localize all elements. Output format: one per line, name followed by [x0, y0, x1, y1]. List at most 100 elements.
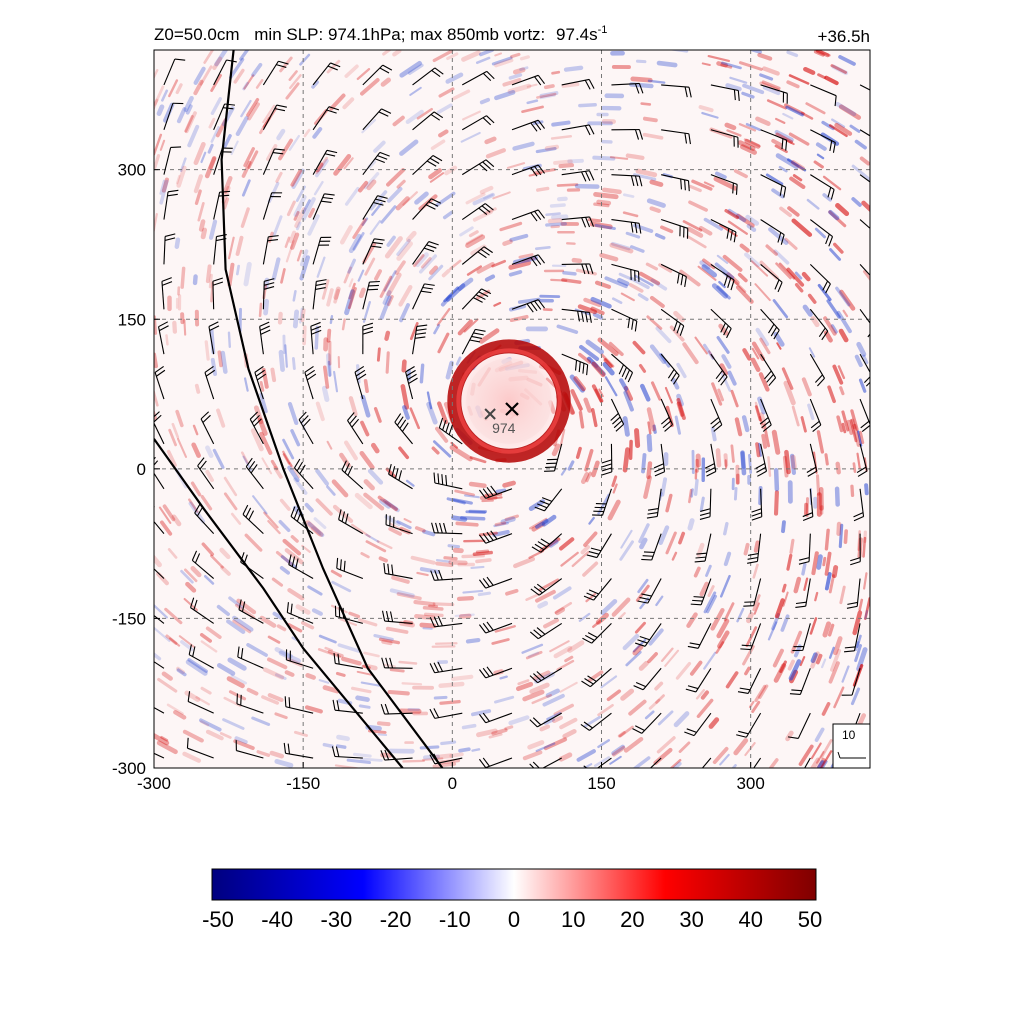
vorticity-streak [395, 196, 410, 211]
vorticity-streak [539, 94, 556, 100]
vorticity-streak [552, 586, 572, 600]
vorticity-streak [159, 139, 166, 151]
vorticity-streak [217, 350, 223, 368]
barb-feather [433, 662, 440, 673]
vorticity-streak [835, 461, 841, 475]
vorticity-streak [673, 310, 685, 323]
barb-shaft [710, 443, 717, 472]
barb-shaft [745, 712, 762, 738]
barb-feather [530, 212, 538, 222]
barb-feather [283, 742, 287, 754]
barb-feather [241, 601, 246, 612]
barb-shaft [434, 622, 463, 628]
barb-feather [720, 376, 728, 386]
barb-feather [692, 599, 703, 602]
barb-feather [857, 470, 868, 477]
barb-feather [422, 286, 434, 290]
barb-shaft [434, 532, 463, 535]
barb-shaft [412, 111, 435, 131]
vorticity-streak [567, 460, 575, 471]
wind-barb [611, 218, 642, 234]
barb-shaft [544, 488, 563, 512]
wind-barb [561, 353, 589, 376]
vorticity-streak [184, 114, 194, 133]
vorticity-streak [448, 560, 468, 566]
vorticity-streak [833, 686, 845, 709]
vorticity-streak [549, 203, 566, 208]
barb-feather [799, 557, 810, 561]
barb-shaft [288, 564, 314, 580]
vorticity-streak [550, 278, 568, 282]
vorticity-streak [419, 622, 437, 629]
vorticity-streak [786, 553, 793, 571]
barb-feather [430, 113, 441, 121]
barb-feather [486, 531, 494, 541]
vorticity-streak [578, 410, 585, 429]
vorticity-streak [586, 356, 599, 368]
barb-feather [426, 160, 437, 167]
vorticity-streak [592, 312, 604, 320]
barb-feather [798, 561, 810, 565]
wind-barb [191, 550, 215, 579]
vorticity-streak [339, 452, 351, 468]
wind-barb [632, 712, 662, 734]
vorticity-streak [435, 561, 454, 568]
vorticity-streak [599, 252, 619, 262]
vorticity-streak [646, 407, 656, 432]
vorticity-streak [814, 591, 819, 602]
barb-feather [687, 180, 690, 192]
vorticity-streak [428, 168, 442, 180]
barb-shaft [412, 326, 418, 355]
barb-shaft [647, 578, 662, 604]
vorticity-streak [787, 206, 800, 217]
vorticity-streak [259, 431, 273, 455]
wind-barb [188, 644, 214, 669]
wind-barb [262, 192, 283, 220]
barb-feather [777, 282, 783, 293]
barb-feather [416, 324, 428, 328]
vorticity-streak [239, 50, 250, 61]
barb-feather [433, 616, 439, 627]
barb-feather [196, 506, 204, 517]
vorticity-streak [585, 592, 597, 603]
vorticity-streak [723, 521, 729, 536]
eyewall-inner [456, 348, 562, 454]
barb-feather [205, 369, 216, 377]
vorticity-streak [632, 340, 646, 355]
vorticity-streak [632, 644, 644, 656]
barb-feather [883, 98, 885, 108]
vorticity-streak [754, 684, 767, 702]
vorticity-streak [773, 490, 779, 516]
vorticity-streak [396, 520, 412, 530]
vorticity-streak [577, 304, 598, 315]
title-slp: min SLP: 974.1hPa; max 850mb vortz: [254, 25, 545, 44]
vorticity-streak [788, 132, 810, 146]
vorticity-streak [822, 621, 832, 638]
vorticity-streak [755, 442, 761, 458]
vorticity-streak [556, 324, 579, 334]
vorticity-streak [649, 344, 667, 365]
vorticity-streak [789, 176, 806, 189]
vorticity-streak [314, 158, 329, 178]
wind-barb [161, 277, 173, 310]
barb-shaft [561, 216, 590, 221]
vorticity-streak [389, 668, 405, 673]
vorticity-streak [377, 495, 398, 512]
barb-feather [379, 151, 390, 157]
vorticity-streak [274, 758, 294, 768]
barb-shaft [240, 561, 264, 579]
barb-shaft [851, 668, 861, 696]
vorticity-streak [295, 604, 311, 615]
vorticity-streak [176, 107, 187, 124]
vorticity-streak [714, 171, 727, 180]
vorticity-streak [695, 689, 705, 700]
vorticity-streak [852, 610, 863, 636]
vorticity-streak [535, 742, 556, 753]
vorticity-streak [418, 254, 438, 274]
barb-feather [259, 321, 270, 327]
wind-barb [641, 533, 662, 561]
barb-feather [263, 282, 275, 286]
barb-shaft [641, 712, 662, 734]
barb-feather [536, 583, 546, 591]
barb-feather [618, 364, 624, 375]
